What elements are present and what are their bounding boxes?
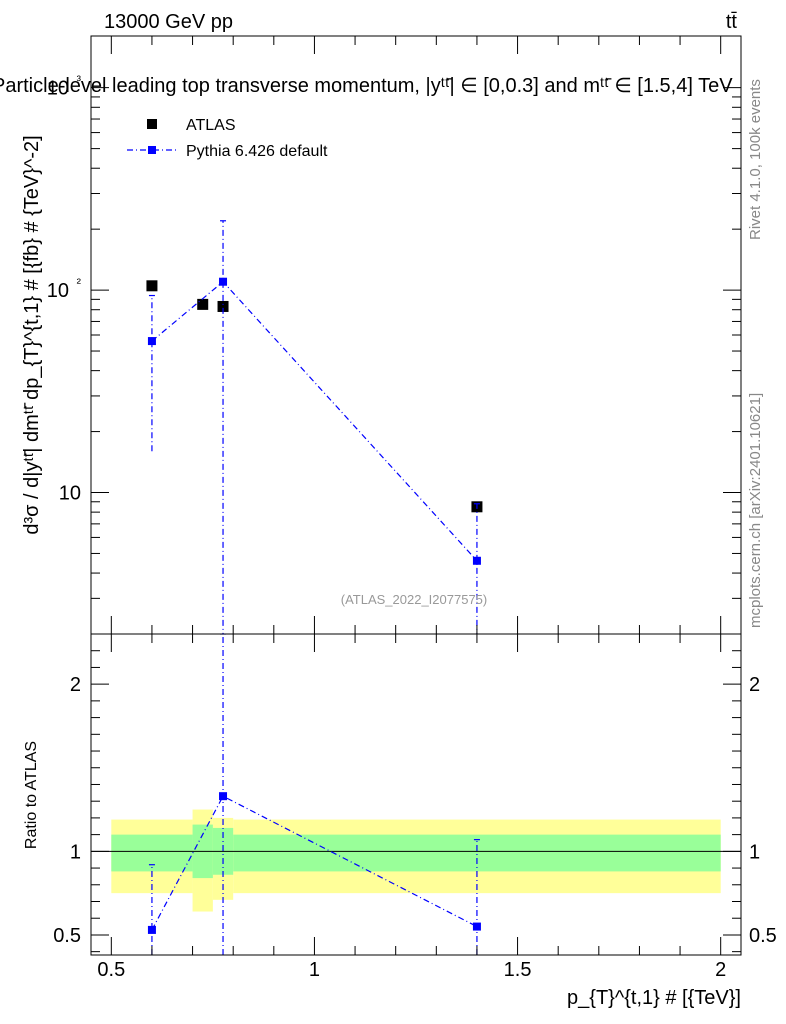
atlas-data-point [197, 298, 209, 310]
ratio-point [147, 925, 156, 934]
atlas-data-point [217, 300, 229, 312]
ratio-plot-frame [90, 633, 742, 956]
ratio-uncertainty-bands [111, 809, 721, 912]
legend-atlas-label: ATLAS [186, 117, 236, 134]
pythia-point [219, 277, 228, 286]
y-axis-label-main: d³σ / d|yᵗᵗ̄| dmᵗᵗ̄ dp_{T}^{t,1} # [{fb}… [21, 135, 43, 534]
rivet-label: Rivet 4.1.0, 100k events [747, 79, 764, 240]
legend-pythia-label: Pythia 6.426 default [186, 143, 328, 160]
ratio-y-tick-label-right: 0.5 [749, 925, 777, 947]
analysis-label: (ATLAS_2022_I2077575) [341, 592, 487, 607]
ratio-y-tick-label: 0.5 [53, 925, 81, 947]
main-plot-series [146, 220, 483, 634]
x-tick-label: 2 [715, 959, 726, 981]
y-tick-label: 10 [47, 78, 69, 100]
legend: ATLAS Pythia 6.426 default [127, 117, 328, 160]
mcplots-label: mcplots.cern.ch [arXiv:2401.10621] [747, 393, 764, 628]
atlas-data-point [146, 280, 158, 292]
pythia-point [472, 556, 481, 565]
x-axis-label: p_{T}^{t,1} # [{TeV}] [567, 987, 741, 1009]
pythia-point [147, 337, 156, 346]
y-tick-label: 10 [59, 483, 81, 505]
legend-pythia-marker [148, 146, 156, 154]
ratio-point [472, 922, 481, 931]
x-tick-label: 1.5 [504, 959, 532, 981]
y-tick-label: 10 [47, 280, 69, 302]
x-tick-label: 1 [309, 959, 320, 981]
plot-title: Particle-level leading top transverse mo… [0, 75, 733, 97]
ratio-y-tick-label-right: 2 [749, 674, 760, 696]
ratio-line [151, 795, 478, 931]
legend-atlas-marker [147, 119, 157, 129]
band-green [111, 834, 193, 872]
x-tick-label: 0.5 [97, 959, 125, 981]
ratio-plot-series [147, 634, 481, 955]
ratio-y-tick-label: 1 [70, 841, 81, 863]
ratio-y-tick-label-right: 1 [749, 841, 760, 863]
energy-label: 13000 GeV pp [104, 11, 233, 33]
ratio-point [219, 792, 228, 801]
axis-ticks: 0.5 1 1.5 2 10 10 ² 10 ³ 0.5 0.5 1 1 2 2 [47, 36, 777, 981]
band-green [233, 834, 721, 872]
ratio-y-tick-label: 2 [70, 674, 81, 696]
process-label: tt̄ [726, 11, 738, 33]
pythia-line [151, 280, 478, 562]
y-tick-label: ² [77, 275, 82, 290]
y-tick-label: ³ [77, 73, 82, 88]
y-axis-label-ratio: Ratio to ATLAS [23, 741, 40, 849]
